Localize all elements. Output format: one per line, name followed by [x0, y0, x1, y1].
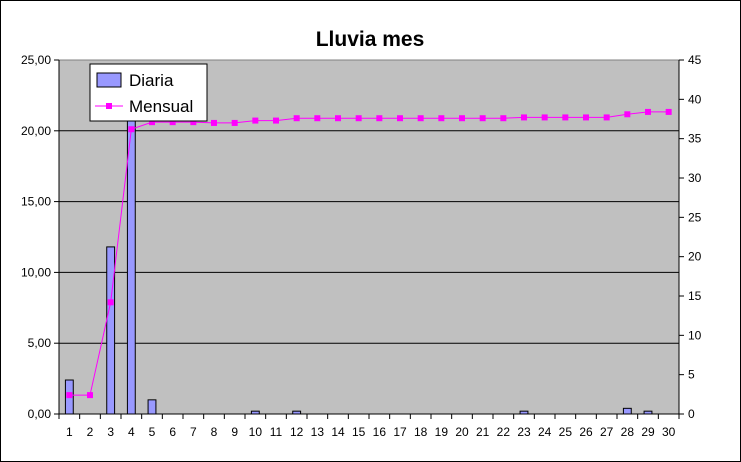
- y2-tick-label: 25: [688, 210, 702, 224]
- x-tick-label: 12: [290, 425, 304, 439]
- marker-mensual: [624, 111, 631, 118]
- x-tick-label: 4: [128, 425, 135, 439]
- x-tick-label: 10: [249, 425, 263, 439]
- x-tick-label: 24: [538, 425, 552, 439]
- marker-mensual: [500, 115, 507, 122]
- marker-mensual: [169, 119, 176, 126]
- y-tick-label: 25,00: [21, 53, 51, 67]
- marker-mensual: [149, 119, 155, 126]
- x-tick-label: 13: [311, 425, 325, 439]
- legend-label-mensual: Mensual: [129, 97, 193, 116]
- marker-mensual: [459, 115, 465, 122]
- marker-mensual: [583, 114, 589, 121]
- legend: Diaria Mensual: [89, 63, 208, 122]
- legend-swatch-diaria: [96, 72, 122, 88]
- marker-mensual: [645, 108, 651, 115]
- line-series-mensual: [66, 108, 672, 399]
- bar-diaria: [622, 407, 632, 415]
- x-tick-label: 25: [559, 425, 573, 439]
- x-tick-label: 23: [517, 425, 531, 439]
- y2-tick-label: 45: [688, 53, 702, 67]
- y2-tick-label: 0: [688, 407, 695, 421]
- x-tick-label: 11: [270, 425, 283, 439]
- chart-title: Lluvia mes: [316, 28, 425, 51]
- marker-mensual: [562, 114, 569, 121]
- y-tick-label: 5,00: [28, 336, 52, 350]
- y-tick-label: 10,00: [21, 265, 51, 279]
- marker-mensual: [252, 117, 259, 124]
- y-axis-left-ticks: 0,00 5,00 10,00 15,00 20,00 25,00: [21, 53, 59, 421]
- x-axis-ticks: 1 2 3 4 5 6 7 8 9 10 11 12 13 14 15 16 17 18 19 20 21 22 23 24 2…: [58, 414, 680, 439]
- marker-mensual: [107, 299, 114, 306]
- marker-mensual: [335, 115, 341, 122]
- x-tick-label: 26: [579, 425, 593, 439]
- marker-mensual: [603, 114, 610, 121]
- y-tick-label: 0,00: [28, 407, 52, 421]
- x-tick-label: 1: [66, 425, 73, 439]
- marker-mensual: [66, 392, 73, 399]
- y2-tick-label: 15: [688, 289, 702, 303]
- line-mensual: [69, 111, 669, 396]
- bar-diaria: [106, 246, 116, 415]
- x-tick-label: 19: [435, 425, 449, 439]
- x-tick-label: 15: [352, 425, 366, 439]
- marker-mensual: [87, 392, 93, 399]
- y2-tick-label: 20: [688, 250, 702, 264]
- marker-mensual: [293, 115, 300, 122]
- y-tick-label: 20,00: [21, 124, 51, 138]
- y-tick-label: 15,00: [21, 195, 51, 209]
- x-tick-label: 5: [149, 425, 156, 439]
- x-tick-label: 27: [600, 425, 614, 439]
- y-axis-right-ticks: 0 5 10 15 20 25 30 35 40 45: [679, 53, 702, 421]
- x-tick-label: 7: [190, 425, 197, 439]
- legend-marker-mensual: [106, 103, 112, 109]
- legend-label-diaria: Diaria: [129, 71, 174, 90]
- marker-mensual: [665, 108, 672, 115]
- marker-mensual: [541, 114, 548, 121]
- marker-mensual: [417, 115, 424, 122]
- y2-tick-label: 35: [688, 132, 702, 146]
- x-tick-label: 21: [476, 425, 490, 439]
- gridlines: [59, 130, 679, 344]
- marker-mensual: [521, 114, 527, 121]
- marker-mensual: [190, 119, 197, 126]
- x-tick-label: 8: [211, 425, 218, 439]
- bar-diaria: [126, 118, 136, 415]
- x-tick-label: 17: [393, 425, 407, 439]
- x-tick-label: 18: [414, 425, 428, 439]
- x-tick-label: 14: [331, 425, 345, 439]
- marker-mensual: [355, 115, 362, 122]
- marker-mensual: [231, 119, 238, 126]
- bar-diaria: [147, 399, 157, 415]
- marker-mensual: [211, 119, 217, 126]
- marker-mensual: [314, 115, 321, 122]
- x-tick-label: 16: [373, 425, 387, 439]
- y2-tick-label: 10: [688, 328, 702, 342]
- x-tick-label: 22: [497, 425, 511, 439]
- marker-mensual: [479, 115, 486, 122]
- marker-mensual: [438, 115, 445, 122]
- x-tick-label: 2: [87, 425, 94, 439]
- x-tick-label: 20: [455, 425, 469, 439]
- x-tick-label: 30: [662, 425, 676, 439]
- x-tick-label: 29: [641, 425, 655, 439]
- marker-mensual: [376, 115, 383, 122]
- x-tick-label: 6: [169, 425, 176, 439]
- marker-mensual: [128, 126, 135, 133]
- x-tick-label: 9: [231, 425, 238, 439]
- x-tick-label: 28: [621, 425, 635, 439]
- marker-mensual: [273, 117, 279, 124]
- marker-mensual: [397, 115, 403, 122]
- y2-tick-label: 40: [688, 92, 702, 106]
- y2-tick-label: 30: [688, 171, 702, 185]
- x-tick-label: 3: [107, 425, 114, 439]
- y2-tick-label: 5: [688, 368, 695, 382]
